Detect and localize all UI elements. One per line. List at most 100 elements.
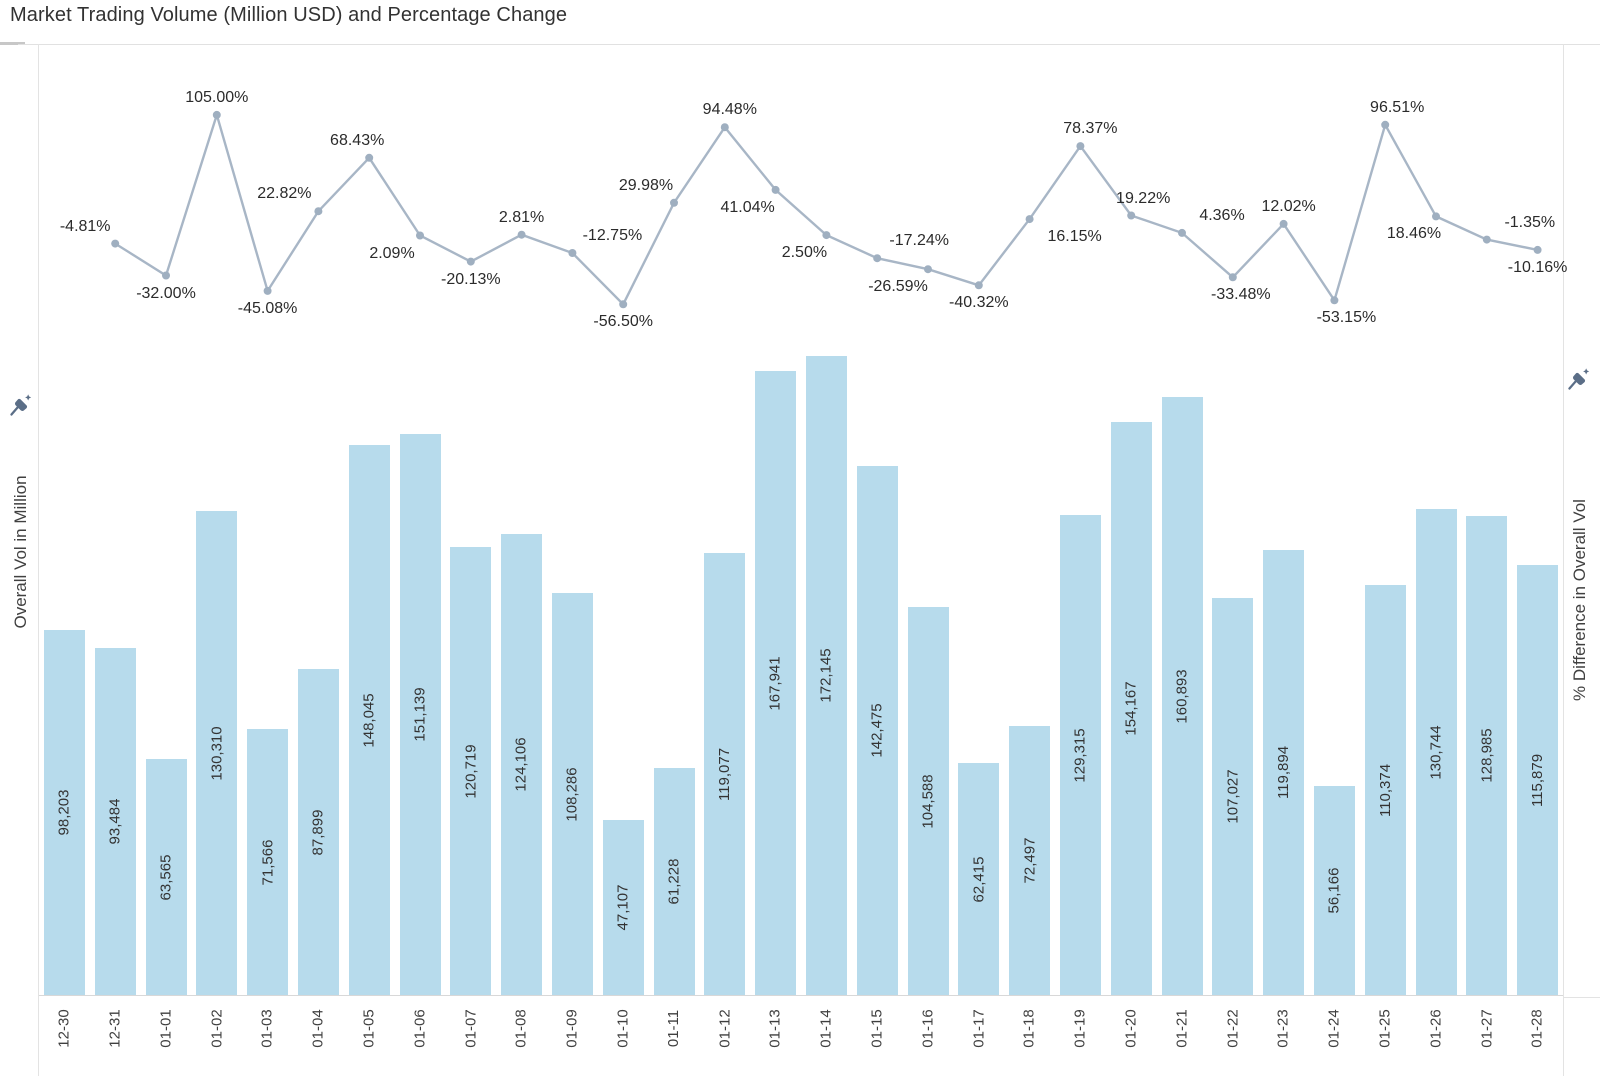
bar[interactable]: 130,310 [196,511,238,995]
bar-value-label: 108,286 [563,766,581,822]
x-tick-label: 01-13 [767,1008,785,1048]
bar-value-label: 142,475 [868,703,886,758]
line-marker[interactable] [1228,273,1237,282]
bar[interactable]: 47,107 [602,820,644,995]
line-marker[interactable] [416,231,424,240]
line-marker[interactable] [466,257,475,266]
pin-icon[interactable] [1566,366,1592,397]
line-marker[interactable] [1127,211,1136,220]
bar[interactable]: 119,894 [1263,550,1305,995]
x-tick-label: 01-22 [1224,1008,1242,1048]
bar-value-label: 63,565 [157,854,175,900]
x-tick-label: 01-10 [614,1008,632,1048]
bar-value-label: 130,744 [1427,724,1445,780]
bar[interactable]: 154,167 [1110,422,1152,995]
percent-label: 68.43% [330,131,385,149]
bar-value-label: 148,045 [360,692,378,748]
bar[interactable]: 71,566 [247,729,289,995]
percent-label: 18.46% [1386,225,1442,243]
right-axis-border [1563,44,1564,1076]
bar-value-label: 172,145 [817,648,835,703]
bar[interactable]: 119,077 [704,553,746,995]
bar[interactable]: 130,744 [1415,509,1457,995]
bar[interactable]: 107,027 [1212,598,1254,995]
percent-label: -12.75% [582,227,643,244]
corner-tick [0,42,25,45]
bar-value-label: 167,941 [767,655,785,711]
line-marker[interactable] [1533,245,1542,254]
line-marker[interactable] [771,185,780,194]
line-marker[interactable] [924,265,932,274]
x-axis-baseline-right [1563,997,1600,998]
line-marker[interactable] [1279,219,1288,228]
bar[interactable]: 129,315 [1059,515,1101,995]
line-marker[interactable] [822,231,831,240]
percent-label: -17.24% [889,232,949,250]
x-tick-label: 01-28 [1529,1008,1547,1048]
bar-value-label: 130,310 [208,725,226,781]
bar-value-label: 56,166 [1325,867,1343,914]
x-tick-label: 01-06 [411,1008,429,1048]
line-marker[interactable] [365,153,374,162]
line-marker[interactable] [517,230,526,239]
bar[interactable]: 148,045 [348,445,390,995]
line-marker[interactable] [619,300,628,309]
line-marker[interactable] [263,286,272,295]
line-marker[interactable] [212,110,221,119]
line-marker[interactable] [1482,235,1491,244]
bar[interactable]: 87,899 [297,669,339,995]
bar[interactable]: 61,228 [653,768,695,995]
line-marker[interactable] [873,254,882,263]
pin-icon-right-glyph [1568,368,1590,390]
line-marker[interactable] [1330,296,1339,305]
bar[interactable]: 62,415 [958,763,1000,995]
bar-value-label: 115,879 [1529,753,1547,807]
line-marker[interactable] [111,239,120,248]
bar[interactable]: 115,879 [1517,565,1559,995]
percent-label: 2.81% [498,208,545,226]
x-tick-label: 01-18 [1021,1008,1039,1048]
x-tick-label: 01-25 [1376,1008,1394,1048]
line-marker[interactable] [670,198,678,207]
bar[interactable]: 120,719 [450,547,492,995]
bar[interactable]: 104,588 [907,607,949,995]
line-marker[interactable] [1076,142,1085,151]
line-marker[interactable] [1178,228,1186,237]
x-tick-label: 01-01 [157,1008,175,1048]
percent-label: -56.50% [593,313,653,331]
line-marker[interactable] [1381,120,1390,129]
bar[interactable]: 56,166 [1313,786,1355,995]
line-marker[interactable] [162,271,170,280]
pin-icon[interactable] [8,392,34,423]
percent-label: 12.02% [1261,197,1316,215]
pin-icon-left-glyph [10,394,32,416]
bar-value-label: 107,027 [1224,769,1242,824]
line-marker[interactable] [568,249,577,257]
line-marker[interactable] [314,207,323,216]
bar[interactable]: 108,286 [551,593,593,995]
bar[interactable]: 151,139 [399,434,441,995]
bar[interactable]: 128,985 [1466,516,1508,995]
bar-value-label: 87,899 [309,809,327,855]
bar[interactable]: 160,893 [1161,397,1203,995]
bar[interactable]: 98,203 [43,630,85,995]
bar[interactable]: 124,106 [501,534,543,995]
line-marker[interactable] [974,281,983,290]
line-marker[interactable] [1432,212,1440,221]
bar[interactable]: 167,941 [755,371,797,995]
percent-label: -32.00% [136,284,196,302]
line-marker[interactable] [720,123,729,132]
x-tick-label: 01-14 [817,1008,835,1048]
bar[interactable]: 72,497 [1009,726,1051,995]
bar-value-label: 93,484 [106,798,124,845]
x-tick-label: 01-16 [919,1008,937,1048]
line-marker[interactable] [1025,215,1034,224]
bar[interactable]: 142,475 [856,466,898,995]
bar[interactable]: 93,484 [94,648,136,995]
percent-label: 4.36% [1199,206,1245,224]
bar[interactable]: 63,565 [145,759,187,995]
percent-change-line [114,110,1538,307]
bar[interactable]: 110,374 [1364,585,1406,995]
bar[interactable]: 172,145 [805,356,847,995]
